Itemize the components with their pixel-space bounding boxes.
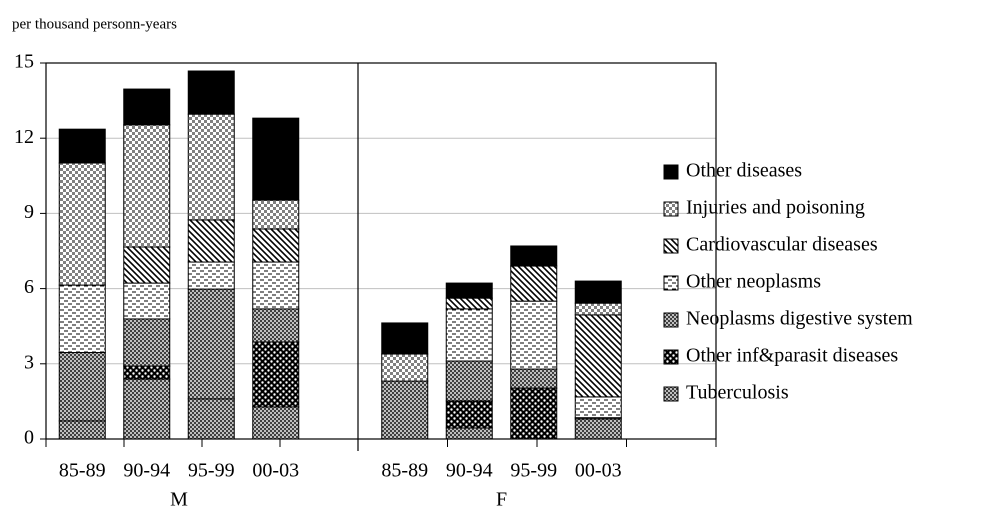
bar-segment bbox=[252, 341, 300, 408]
legend-swatch bbox=[663, 386, 679, 402]
bar-segment bbox=[252, 406, 300, 440]
bar-segment bbox=[252, 117, 300, 201]
bar-segment bbox=[123, 282, 171, 320]
group-label: F bbox=[496, 489, 507, 511]
bar-segment bbox=[381, 380, 429, 440]
bar-segment bbox=[123, 88, 171, 126]
group-label: M bbox=[170, 489, 188, 511]
y-tick-label: 12 bbox=[14, 126, 34, 148]
bar-segment bbox=[187, 398, 235, 440]
bar-segment bbox=[510, 245, 558, 267]
y-tick-label: 6 bbox=[24, 276, 34, 298]
bar-segment bbox=[58, 162, 106, 286]
bar-segment bbox=[252, 261, 300, 310]
bar-segment bbox=[58, 420, 106, 440]
bar-segment bbox=[574, 280, 622, 304]
y-tick-label: 9 bbox=[24, 201, 34, 223]
bar-segment bbox=[187, 288, 235, 400]
bar-segment bbox=[123, 124, 171, 248]
bar-segment bbox=[58, 128, 106, 164]
legend-swatch bbox=[663, 238, 679, 254]
bar-segment bbox=[510, 300, 558, 370]
legend-swatch bbox=[663, 164, 679, 180]
bar-segment bbox=[123, 378, 171, 440]
x-tick-label: 85-89 bbox=[59, 460, 106, 482]
y-axis-label: per thousand personn-years bbox=[12, 16, 177, 32]
bar-segment bbox=[574, 396, 622, 419]
legend-label: Other neoplasms bbox=[686, 271, 821, 293]
bar-segment bbox=[445, 400, 493, 429]
legend-swatch bbox=[663, 201, 679, 217]
bar-segment bbox=[123, 246, 171, 284]
bar-segment bbox=[510, 368, 558, 389]
x-tick-label: 90-94 bbox=[446, 460, 493, 482]
bar-segment bbox=[252, 228, 300, 263]
bar-segment bbox=[445, 308, 493, 362]
legend-swatch bbox=[663, 312, 679, 328]
x-tick-label: 00-03 bbox=[252, 460, 299, 482]
x-tick-label: 95-99 bbox=[188, 460, 235, 482]
bar-segment bbox=[574, 314, 622, 398]
x-tick-label: 00-03 bbox=[575, 460, 622, 482]
bar-segment bbox=[252, 199, 300, 230]
bar-segment bbox=[187, 219, 235, 263]
y-tick-label: 15 bbox=[14, 51, 34, 73]
bar-segment bbox=[252, 308, 300, 343]
bar-segment bbox=[187, 113, 235, 221]
bar-segment bbox=[381, 353, 429, 382]
bar-segment bbox=[123, 365, 171, 380]
legend-label: Other diseases bbox=[686, 160, 802, 182]
x-tick-label: 95-99 bbox=[510, 460, 557, 482]
bar-segment bbox=[187, 70, 235, 115]
y-tick-label: 3 bbox=[24, 351, 34, 373]
legend-label: Other inf&parasit diseases bbox=[686, 345, 898, 367]
bar-segment bbox=[574, 418, 622, 440]
bar-segment bbox=[574, 302, 622, 316]
x-tick-label: 85-89 bbox=[381, 460, 428, 482]
bar-segment bbox=[381, 322, 429, 355]
legend-label: Injuries and poisoning bbox=[686, 197, 865, 219]
legend-label: Tuberculosis bbox=[686, 382, 789, 404]
legend-swatch bbox=[663, 349, 679, 365]
y-tick-label: 0 bbox=[24, 427, 34, 449]
bar-segment bbox=[58, 284, 106, 354]
bar-segment bbox=[510, 387, 558, 440]
bar-segment bbox=[58, 352, 106, 422]
plot-frame bbox=[45, 62, 717, 440]
legend-label: Cardiovascular diseases bbox=[686, 234, 878, 256]
legend-swatch bbox=[663, 275, 679, 291]
bar-segment bbox=[445, 297, 493, 310]
legend-label: Neoplasms digestive system bbox=[686, 308, 913, 330]
bar-segment bbox=[123, 318, 171, 367]
x-tick-label: 90-94 bbox=[123, 460, 170, 482]
bar-segment bbox=[445, 282, 493, 299]
bar-segment bbox=[510, 265, 558, 302]
bar-segment bbox=[445, 360, 493, 402]
bar-segment bbox=[187, 261, 235, 290]
bar-segment bbox=[445, 427, 493, 440]
